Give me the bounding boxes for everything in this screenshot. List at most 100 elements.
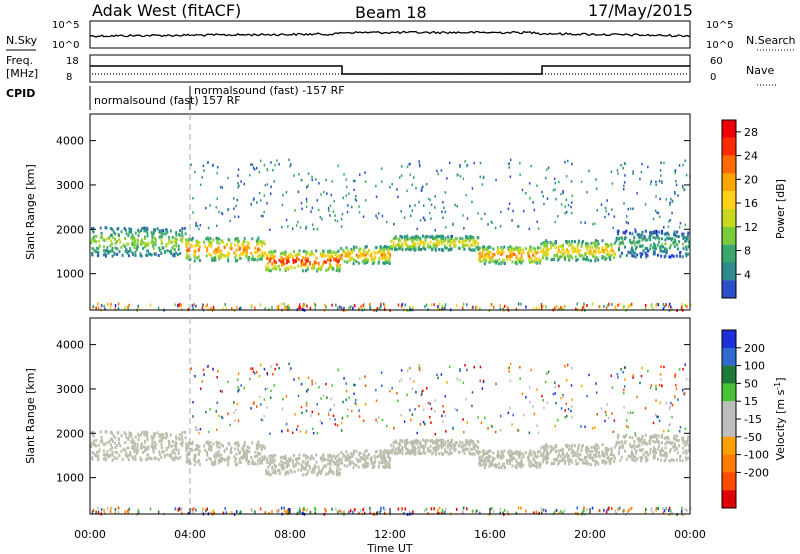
velocity-cell — [632, 453, 635, 456]
velocity-cell — [482, 463, 485, 467]
power-colorbar-tick-label: 4 — [744, 268, 751, 281]
power-cell — [459, 165, 461, 168]
velocity-cell — [627, 411, 629, 415]
velocity-cell — [455, 507, 458, 511]
velocity-cell — [152, 432, 155, 436]
velocity-cell — [534, 451, 537, 455]
velocity-cell — [633, 440, 636, 443]
power-cell — [557, 245, 560, 249]
velocity-cell — [293, 470, 296, 474]
power-cell — [475, 246, 478, 250]
power-cell — [332, 210, 335, 213]
velocity-cell — [583, 509, 585, 512]
power-cell — [529, 245, 532, 249]
velocity-cell — [256, 462, 259, 466]
power-cell — [296, 253, 299, 256]
velocity-cell — [388, 466, 391, 469]
velocity-cell — [352, 449, 355, 453]
power-cell — [677, 235, 680, 239]
power-cell — [333, 199, 335, 203]
velocity-cell — [234, 460, 237, 463]
velocity-cell — [596, 443, 599, 447]
velocity-cell — [661, 384, 663, 387]
power-colorbar-tick-label: 16 — [744, 197, 758, 210]
velocity-cell — [314, 465, 317, 469]
power-cell — [164, 232, 167, 236]
power-cell — [235, 204, 237, 208]
velocity-cell — [510, 362, 512, 366]
power-cell — [568, 240, 571, 244]
velocity-cell — [686, 509, 688, 512]
velocity-cell — [630, 506, 633, 510]
velocity-cell — [358, 415, 361, 418]
power-cell — [206, 249, 209, 253]
power-cell — [625, 229, 628, 233]
power-cell — [236, 306, 238, 309]
power-cell — [140, 239, 143, 243]
power-cell — [411, 244, 414, 248]
power-cell — [362, 304, 364, 308]
velocity-cell — [163, 455, 166, 459]
power-cell — [300, 262, 303, 266]
power-cell — [253, 197, 255, 200]
velocity-cell — [193, 463, 196, 467]
power-cell — [366, 261, 368, 264]
power-cell — [507, 162, 510, 166]
velocity-cell — [601, 460, 604, 464]
power-cell — [156, 227, 159, 231]
power-cell — [263, 242, 266, 246]
velocity-cell — [246, 452, 248, 456]
power-cell — [407, 245, 410, 249]
velocity-cell — [500, 456, 502, 460]
velocity-cell — [380, 371, 383, 374]
velocity-cell — [281, 462, 284, 466]
power-cell — [413, 176, 415, 179]
velocity-cell — [511, 456, 514, 460]
velocity-cell — [411, 413, 414, 416]
power-cell — [385, 261, 387, 265]
power-cell — [618, 243, 621, 247]
velocity-cell — [379, 510, 381, 514]
power-cell — [389, 185, 391, 189]
power-cell — [340, 217, 343, 221]
velocity-cell — [350, 451, 353, 455]
velocity-cell — [105, 430, 108, 434]
power-cell — [342, 248, 345, 252]
velocity-cell — [638, 444, 641, 447]
power-cell — [263, 194, 266, 197]
power-cell — [200, 183, 202, 186]
velocity-cell — [348, 510, 350, 514]
power-cell — [137, 304, 139, 308]
velocity-cell — [536, 424, 538, 427]
velocity-cell — [557, 449, 560, 453]
power-cell — [181, 233, 184, 237]
velocity-cell — [442, 438, 444, 442]
velocity-cell — [418, 452, 421, 456]
power-cell — [417, 241, 420, 245]
velocity-cell — [414, 448, 417, 452]
power-cell — [226, 253, 229, 257]
velocity-cell — [333, 462, 336, 466]
power-cell — [215, 248, 218, 252]
power-cell — [144, 245, 146, 249]
velocity-cell — [388, 463, 391, 467]
power-cell — [266, 202, 268, 205]
cpid-segment-2: normalsound (fast) -157 RF — [194, 84, 345, 97]
power-cell — [210, 244, 213, 248]
velocity-cell — [455, 441, 458, 445]
power-cell — [97, 239, 100, 243]
velocity-cell — [136, 445, 139, 449]
power-cell — [533, 307, 535, 311]
velocity-cell — [258, 395, 261, 399]
power-cell — [466, 243, 469, 247]
power-cell — [444, 210, 447, 214]
velocity-cell — [188, 459, 191, 463]
velocity-cell — [198, 445, 201, 448]
power-cell — [285, 267, 288, 271]
velocity-cell — [663, 436, 666, 440]
power-cell — [574, 249, 577, 253]
velocity-cell — [328, 470, 331, 474]
velocity-cell — [236, 444, 239, 448]
velocity-cell — [329, 458, 332, 462]
velocity-cell — [556, 457, 558, 461]
